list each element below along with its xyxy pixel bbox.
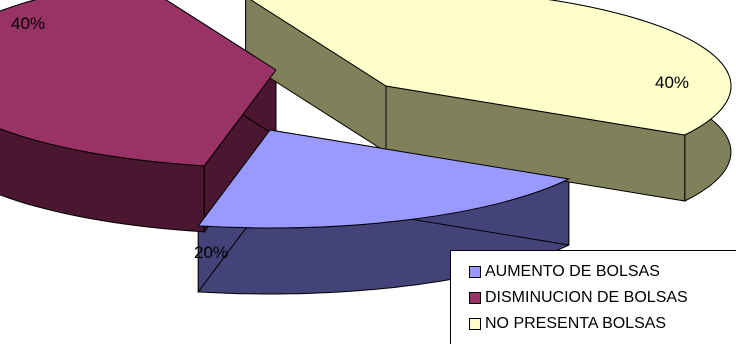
data-label-no-presenta: 40% [655, 73, 689, 92]
legend-swatch-aumento [469, 266, 481, 278]
data-label-aumento: 20% [194, 243, 228, 262]
chart-legend: AUMENTO DE BOLSAS DISMINUCION DE BOLSAS … [450, 250, 736, 344]
legend-swatch-disminucion [469, 292, 481, 304]
legend-label-disminucion: DISMINUCION DE BOLSAS [485, 289, 688, 306]
legend-item-disminucion: DISMINUCION DE BOLSAS [469, 285, 736, 311]
slice-aumento [197, 129, 571, 229]
slice-no-presenta [250, 0, 732, 136]
data-label-disminucion: 40% [11, 14, 45, 33]
legend-item-aumento: AUMENTO DE BOLSAS [469, 259, 736, 285]
legend-item-no-presenta: NO PRESENTA BOLSAS [469, 311, 736, 337]
slice-disminucion [0, 0, 277, 167]
legend-label-aumento: AUMENTO DE BOLSAS [485, 263, 660, 280]
legend-swatch-no-presenta [469, 318, 481, 330]
legend-label-no-presenta: NO PRESENTA BOLSAS [485, 315, 667, 332]
